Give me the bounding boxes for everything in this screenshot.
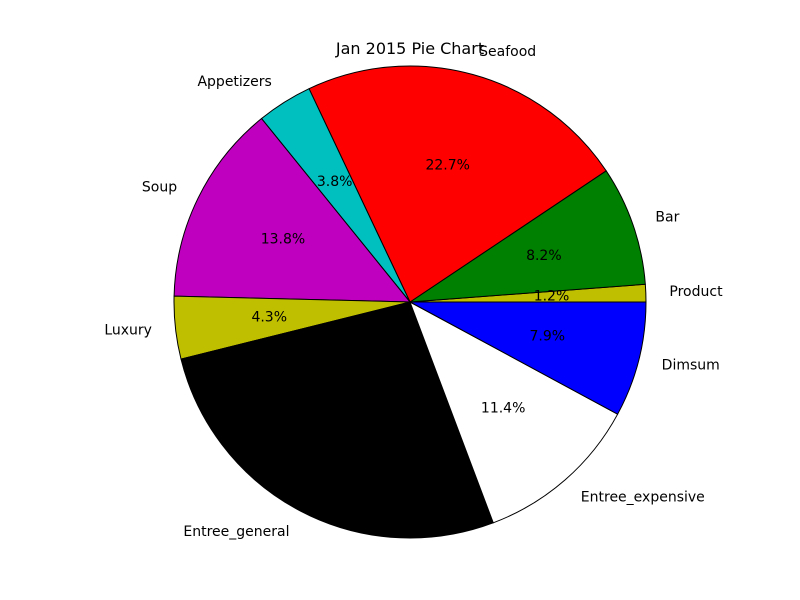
- percent-label-seafood: 22.7%: [425, 158, 469, 174]
- percent-label-product: 1.2%: [534, 289, 570, 305]
- pie-slice-entree-expensive: [409, 301, 619, 524]
- pie-slice-soup: [173, 118, 411, 303]
- category-label-bar: Bar: [655, 209, 679, 225]
- category-label-entree-general: Entree_general: [183, 524, 289, 540]
- chart-title: Jan 2015 Pie Chart: [335, 39, 484, 58]
- pie-slices: [173, 65, 647, 539]
- pie-slice-entree-general: [180, 301, 494, 539]
- category-labels: Product Bar Seafood Appetizers Soup Luxury Ent…: [104, 44, 723, 540]
- percent-label-entree-expensive: 11.4%: [481, 401, 525, 417]
- pie-slice-seafood: [308, 65, 607, 303]
- percent-label-bar: 8.2%: [526, 248, 562, 264]
- percent-label-soup: 13.8%: [261, 231, 305, 247]
- category-label-luxury: Luxury: [104, 322, 152, 338]
- category-label-soup: Soup: [142, 179, 177, 195]
- category-label-dimsum: Dimsum: [662, 358, 720, 374]
- percent-label-luxury: 4.3%: [251, 310, 287, 326]
- percent-label-appetizers: 3.8%: [317, 174, 353, 190]
- pie-slice-bar: [409, 170, 646, 303]
- category-label-appetizers: Appetizers: [197, 74, 271, 90]
- category-label-product: Product: [669, 284, 723, 300]
- category-label-entree-expensive: Entree_expensive: [581, 490, 705, 506]
- pie-slice-dimsum: [409, 301, 647, 415]
- percent-labels: 1.2% 8.2% 22.7% 3.8% 13.8% 4.3% 11.4% 7.9%: [251, 158, 569, 417]
- percent-label-dimsum: 7.9%: [529, 329, 565, 345]
- category-label-seafood: Seafood: [479, 44, 536, 60]
